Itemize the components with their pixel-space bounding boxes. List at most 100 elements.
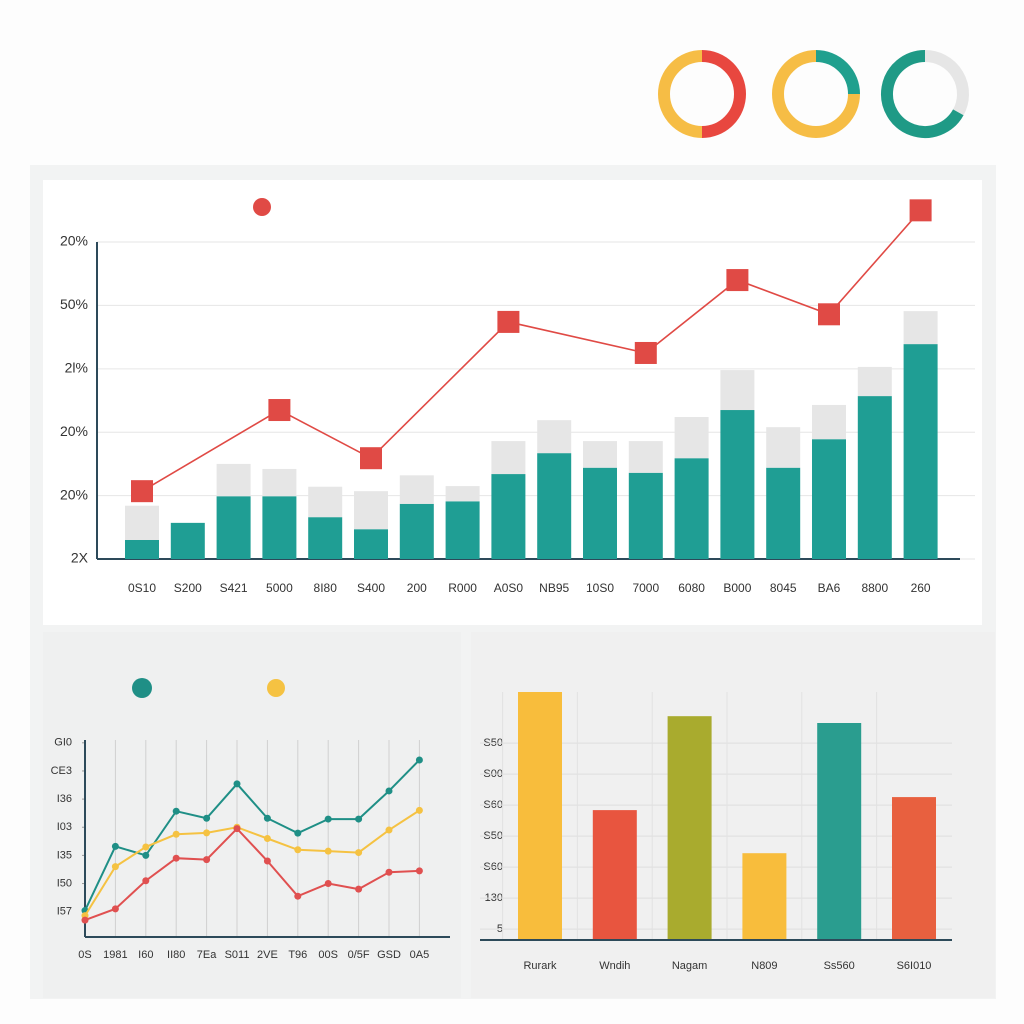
bar-segment [537,453,572,559]
line-marker [172,854,180,862]
line-marker [415,867,423,875]
line [84,827,420,922]
x-tick-label: NB95 [539,581,569,595]
x-tick-label: II80 [167,949,185,961]
line-marker [324,880,332,888]
bar-segment [812,404,846,440]
bar-segment [354,529,388,559]
bar-segment [491,474,526,559]
line-marker [355,849,363,857]
line-marker [111,905,119,913]
x-tick-label: GSD [377,949,401,961]
x-tick-label: 8I80 [314,581,338,595]
bar-segment [720,370,755,411]
bar-segment [674,417,709,459]
line-marker [355,815,363,823]
line-marker [111,863,119,871]
bar-segment [354,491,388,530]
y-tick-label: I50 [57,877,72,889]
line-marker [233,825,241,833]
line-marker [142,843,150,851]
line-marker [360,447,382,470]
x-tick-label: 200 [407,581,427,595]
x-tick-label: 6080 [678,581,705,595]
bar [892,797,936,940]
bar [592,810,637,940]
x-tick-label: S200 [174,581,202,595]
bar-segment [628,441,663,473]
y-tick-label: 50% [60,296,88,312]
donut-slice [881,50,964,138]
x-tick-label: 0A5 [410,949,430,961]
bar-segment [857,396,892,559]
bar-segment [308,486,343,518]
y-tick-label: 20% [60,423,88,439]
x-tick-label: 0/5F [348,949,370,961]
bar-segment [170,522,205,559]
legend-dot [132,678,152,698]
bar-segment [308,517,343,559]
bar-segment [216,496,251,559]
x-tick-label: Rurark [523,960,557,972]
x-tick-label: Nagam [672,960,707,972]
x-tick-label: Wndih [599,960,630,972]
bar-segment [903,344,938,559]
x-tick-label: R000 [448,581,477,595]
line-marker [294,846,302,854]
line-marker [263,857,271,865]
donut-slice [701,50,746,138]
line-marker [111,842,119,850]
legend-dot [253,198,271,216]
bar-segment [857,366,892,397]
line-marker [263,814,271,822]
line-marker [385,787,393,795]
donut-slice [772,50,860,138]
line-marker [142,851,150,859]
y-tick-label: I03 [57,821,72,833]
x-tick-label: 0S10 [128,581,156,595]
line-marker [172,830,180,838]
bar-segment [812,439,846,559]
x-tick-label: 7Ea [197,949,217,961]
bar-segment [583,441,617,468]
y-tick-label: I35 [57,849,72,861]
bar-segment [262,468,297,497]
line [84,759,421,911]
x-tick-label: S400 [357,581,385,595]
line-marker [385,826,393,834]
x-tick-label: S6I010 [897,960,932,972]
donut-slice [658,50,703,138]
bar-segment [445,486,480,502]
legend-dot [267,679,285,697]
bar-segment [720,410,755,559]
x-tick-label: 8800 [861,581,888,595]
x-tick-label: S011 [225,949,250,961]
line-marker [909,199,932,222]
line-marker [203,814,211,822]
x-tick-label: 2VE [257,949,278,961]
x-tick-label: A0S0 [494,581,524,595]
line-marker [263,835,271,842]
x-tick-label: 00S [318,949,338,961]
line-marker [497,310,520,333]
line-marker [726,269,749,292]
x-tick-label: 7000 [632,581,659,595]
donut-slice [815,50,860,95]
line-marker [203,829,211,837]
line-marker [415,806,423,814]
bar-segment [628,472,663,559]
line-marker [268,399,291,422]
line-marker [81,916,89,924]
line-marker [294,829,302,837]
bar [817,723,862,940]
line-marker [131,480,153,503]
x-tick-label: 260 [911,581,931,595]
bar-segment [537,420,572,454]
line-marker [203,856,211,864]
bar-segment [399,503,434,559]
line [141,209,922,492]
bar [518,692,562,940]
y-tick-label: CE3 [51,765,72,777]
bar-segment [445,501,480,559]
y-tick-label: 2X [71,550,89,566]
